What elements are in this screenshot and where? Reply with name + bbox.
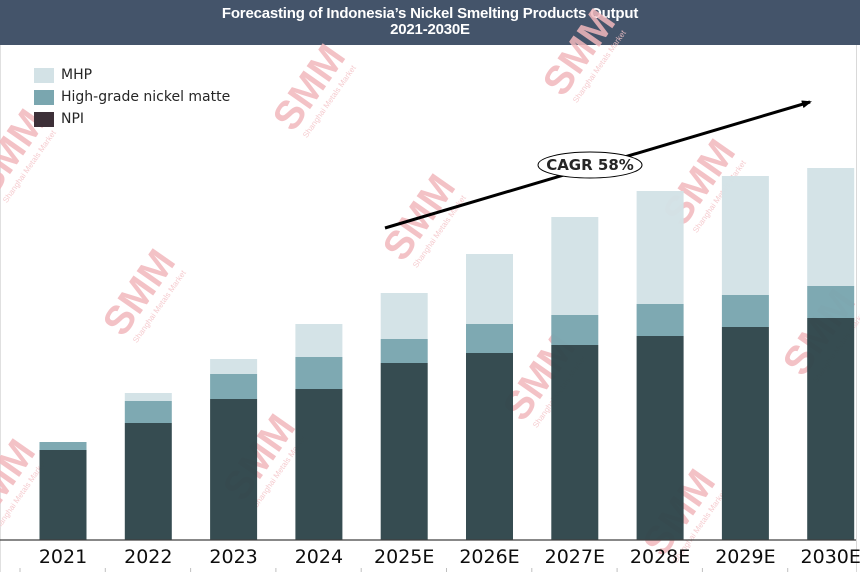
- bar-mhp-2030e: [807, 168, 855, 286]
- legend-item-mhp: MHP: [34, 64, 230, 86]
- legend-label: NPI: [61, 111, 85, 127]
- x-tick-label: 2022: [124, 546, 172, 568]
- bar-mhp-2027e: [551, 217, 599, 315]
- x-tick-label: 2024: [295, 546, 343, 568]
- bar-mhp-2028e: [636, 191, 684, 304]
- x-tick-label: 2028E: [630, 546, 690, 568]
- x-axis-labels: 2021 2022 2023 2024 2025E 2026E 2027E 2028E 2029…: [39, 546, 860, 568]
- bar-mhp-2026e: [466, 254, 513, 324]
- cagr-label: CAGR 58%: [546, 156, 634, 174]
- bars-layer: [39, 168, 855, 540]
- x-tick-label: 2026E: [459, 546, 519, 568]
- bar-npi-2025e: [380, 363, 428, 540]
- chart-subtitle: 2021-2030E: [390, 21, 470, 38]
- legend-label: High-grade nickel matte: [61, 89, 231, 105]
- bar-npi-2026e: [466, 353, 513, 540]
- bar-npi-2023: [210, 399, 258, 540]
- legend: MHP High-grade nickel matte NPI: [34, 64, 230, 130]
- bar-high-grade-nickel-matte-2025e: [380, 339, 428, 363]
- bar-high-grade-nickel-matte-2029e: [721, 295, 769, 327]
- x-tick-label: 2023: [209, 546, 257, 568]
- cagr-annotation: CAGR 58%: [384, 100, 812, 230]
- bar-high-grade-nickel-matte-2021: [39, 442, 87, 450]
- bar-high-grade-nickel-matte-2028e: [636, 304, 684, 336]
- bar-high-grade-nickel-matte-2030e: [807, 286, 855, 318]
- legend-swatch: [34, 89, 54, 105]
- bar-high-grade-nickel-matte-2023: [210, 374, 258, 399]
- bar-mhp-2029e: [721, 176, 769, 295]
- legend-item-npi: NPI: [34, 108, 230, 130]
- legend-swatch: [34, 67, 54, 83]
- x-axis-ticks: [19, 568, 789, 572]
- bar-npi-2027e: [551, 345, 599, 540]
- frame-left-border: [0, 45, 1, 572]
- x-tick-label: 2025E: [374, 546, 434, 568]
- x-tick-label: 2029E: [715, 546, 775, 568]
- bar-npi-2029e: [721, 327, 769, 540]
- bar-npi-2024: [295, 389, 343, 540]
- frame-right-border: [856, 45, 857, 572]
- bar-npi-2021: [39, 450, 87, 540]
- bar-npi-2028e: [636, 336, 684, 540]
- bar-mhp-2022: [124, 393, 172, 401]
- cagr-ellipse: [537, 151, 643, 179]
- x-tick-label: 2030E: [801, 546, 860, 568]
- bar-npi-2030e: [807, 318, 855, 540]
- x-tick-label: 2027E: [545, 546, 605, 568]
- bar-mhp-2023: [210, 359, 258, 374]
- chart-title-bar: Forecasting of Indonesia’s Nickel Smelti…: [0, 0, 860, 45]
- bar-high-grade-nickel-matte-2027e: [551, 315, 599, 345]
- x-tick-label: 2021: [39, 546, 87, 568]
- bar-high-grade-nickel-matte-2026e: [466, 324, 513, 353]
- chart-title: Forecasting of Indonesia’s Nickel Smelti…: [221, 5, 639, 22]
- bar-high-grade-nickel-matte-2022: [124, 401, 172, 423]
- legend-swatch: [34, 111, 54, 127]
- bar-mhp-2025e: [380, 293, 428, 339]
- legend-item-high-grade-nickel-matte: High-grade nickel matte: [34, 86, 230, 108]
- bar-mhp-2024: [295, 324, 343, 357]
- bar-npi-2022: [124, 423, 172, 540]
- legend-label: MHP: [61, 67, 93, 83]
- bar-high-grade-nickel-matte-2024: [295, 357, 343, 389]
